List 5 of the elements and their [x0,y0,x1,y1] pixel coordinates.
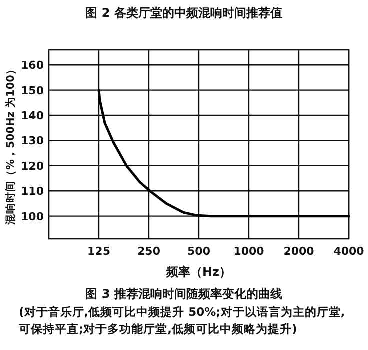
title: 图 3 推荐混响时间随频率变化的曲线 [84,286,284,303]
xlabel: 频率（Hz） [166,265,232,279]
subtitle: (对于音乐厅,低频可比中频提升 50%;对于以语言为主的厅堂,可保持平直;对于多功能厅堂,低频可比中频略为提升) [19,304,346,338]
annotation: 图 2 各类厅堂的中频混响时间推荐值 [86,6,282,20]
ylabel: 混响时间（%，500Hz 为100） [5,64,17,225]
